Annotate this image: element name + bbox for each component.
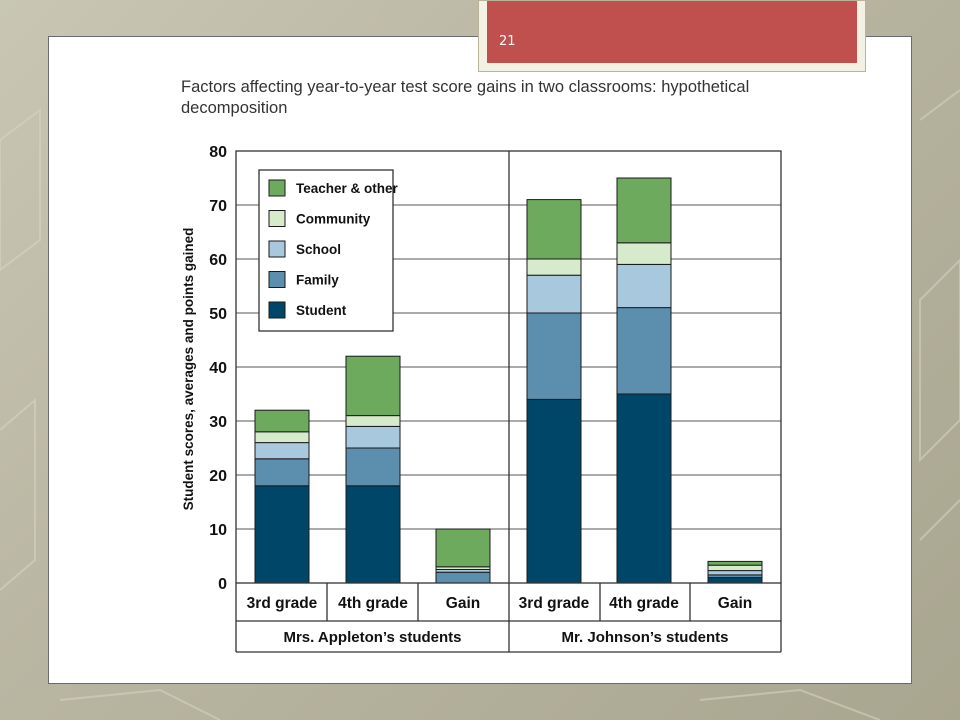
- bar-segment: [526, 398, 582, 584]
- y-tick-label: 30: [209, 414, 227, 431]
- bar-segment: [526, 274, 582, 314]
- bar-segment: [707, 577, 763, 584]
- bar-segment: [345, 355, 401, 417]
- legend-swatch: [268, 210, 286, 227]
- y-tick-label: 20: [209, 468, 227, 485]
- x-tick-label: 4th grade: [338, 595, 408, 612]
- bar-segment: [526, 199, 582, 260]
- legend-label: Family: [296, 273, 339, 288]
- bar-segment: [707, 570, 763, 576]
- y-tick-label: 0: [218, 576, 227, 593]
- bar-segment: [345, 425, 401, 449]
- bar-segment: [707, 564, 763, 572]
- y-tick-label: 50: [209, 306, 227, 323]
- x-tick-label: 4th grade: [609, 595, 679, 612]
- bar-segment: [254, 458, 310, 487]
- legend-label: School: [296, 242, 341, 257]
- y-tick-label: 10: [209, 522, 227, 539]
- x-tick-label: Gain: [446, 595, 480, 612]
- bar-segment: [254, 409, 310, 433]
- bar-segment: [616, 393, 672, 584]
- y-tick-label: 40: [209, 360, 227, 377]
- legend-swatch: [268, 179, 286, 197]
- bar-segment: [435, 571, 491, 584]
- bar-segment: [616, 307, 672, 395]
- page-number: 21: [499, 34, 516, 49]
- page-number-tab: [478, 0, 866, 72]
- y-tick-label: 70: [209, 198, 227, 215]
- chart-title: Factors affecting year-to-year test scor…: [181, 78, 750, 117]
- legend-swatch: [268, 240, 286, 258]
- y-axis-label: Student scores, averages and points gain…: [181, 228, 196, 511]
- bar-segment: [526, 258, 582, 276]
- bar-segment: [707, 560, 763, 566]
- group-label: Mrs. Appleton’s students: [283, 629, 461, 646]
- bar-segment: [616, 242, 672, 265]
- bar-segment: [254, 442, 310, 460]
- group-label: Mr. Johnson’s students: [562, 629, 729, 646]
- page-number-tab-fill: [487, 1, 857, 63]
- bar-segment: [345, 485, 401, 584]
- bar-segment: [616, 177, 672, 244]
- legend-swatch: [268, 271, 286, 288]
- x-tick-label: 3rd grade: [247, 595, 318, 612]
- bar-segment: [254, 485, 310, 584]
- x-tick-label: 3rd grade: [519, 595, 590, 612]
- bar-segment: [254, 431, 310, 444]
- legend-swatch: [268, 301, 286, 319]
- bar-segment: [526, 312, 582, 400]
- bar-segment: [345, 447, 401, 487]
- legend-label: Teacher & other: [296, 181, 399, 196]
- x-tick-label: Gain: [718, 595, 752, 612]
- legend-label: Community: [296, 212, 371, 227]
- y-tick-label: 80: [209, 144, 227, 161]
- legend-label: Student: [296, 303, 347, 318]
- y-tick-label: 60: [209, 252, 227, 269]
- bar-segment: [616, 263, 672, 309]
- bar-segment: [435, 528, 491, 568]
- bar-segment: [345, 415, 401, 427]
